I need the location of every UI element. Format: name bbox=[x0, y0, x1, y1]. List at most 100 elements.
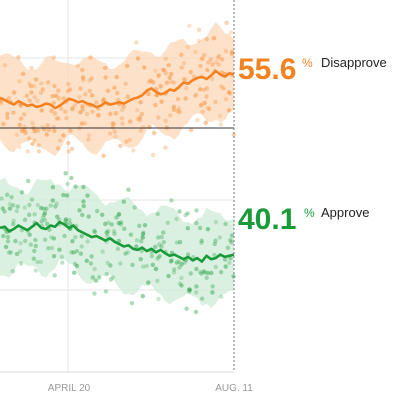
approve-poll-dot bbox=[141, 230, 146, 235]
disapprove-poll-dot bbox=[17, 79, 22, 84]
disapprove-poll-dot bbox=[86, 137, 91, 142]
approve-poll-dot bbox=[177, 281, 183, 286]
approve-poll-dot bbox=[112, 231, 117, 236]
approve-poll-dot bbox=[53, 204, 58, 209]
disapprove-poll-dot bbox=[119, 116, 125, 121]
disapprove-poll-dot bbox=[101, 153, 106, 158]
disapprove-poll-dot bbox=[200, 56, 205, 61]
approve-poll-dot bbox=[223, 221, 228, 227]
approve-poll-dot bbox=[49, 245, 55, 251]
approve-poll-dot bbox=[73, 184, 78, 189]
approve-poll-dot bbox=[155, 256, 160, 261]
approve-poll-dot bbox=[33, 268, 38, 273]
approve-poll-dot bbox=[14, 251, 20, 257]
approve-poll-dot bbox=[11, 221, 16, 227]
disapprove-poll-dot bbox=[159, 99, 164, 104]
approve-poll-dot bbox=[138, 257, 143, 262]
approve-poll-dot bbox=[74, 249, 80, 254]
approve-poll-dot bbox=[63, 217, 69, 222]
disapprove-poll-dot bbox=[56, 116, 61, 121]
approve-poll-dot bbox=[197, 225, 203, 231]
approve-poll-dot bbox=[210, 290, 215, 295]
disapprove-poll-dot bbox=[188, 69, 193, 75]
approve-poll-dot bbox=[179, 262, 184, 267]
disapprove-poll-dot bbox=[224, 20, 229, 25]
disapprove-poll-dot bbox=[160, 67, 166, 72]
disapprove-poll-dot bbox=[125, 94, 130, 99]
disapprove-poll-dot bbox=[199, 103, 204, 108]
disapprove-poll-dot bbox=[198, 87, 203, 92]
disapprove-poll-dot bbox=[103, 75, 108, 80]
approve-poll-dot bbox=[71, 250, 76, 255]
disapprove-poll-dot bbox=[162, 68, 167, 73]
tick-label-april-20: APRIL 20 bbox=[48, 383, 91, 394]
disapprove-poll-dot bbox=[171, 104, 177, 110]
approve-poll-dot bbox=[213, 238, 218, 243]
approve-poll-dot bbox=[17, 249, 23, 254]
disapprove-poll-dot bbox=[46, 127, 52, 132]
disapprove-poll-dot bbox=[142, 65, 147, 70]
approve-poll-dot bbox=[55, 214, 60, 219]
disapprove-poll-dot bbox=[179, 65, 184, 70]
disapprove-poll-dot bbox=[205, 105, 211, 111]
disapprove-poll-dot bbox=[59, 106, 64, 112]
approve-poll-dot bbox=[199, 238, 204, 243]
disapprove-poll-dot bbox=[201, 87, 207, 93]
approve-poll-dot bbox=[9, 195, 14, 200]
approve-poll-dot bbox=[159, 234, 164, 240]
approve-poll-dot bbox=[134, 244, 139, 249]
disapprove-poll-dot bbox=[66, 81, 71, 87]
approve-poll-dot bbox=[59, 254, 65, 259]
approve-poll-dot bbox=[69, 175, 74, 181]
approve-poll-dot bbox=[7, 206, 13, 211]
disapprove-poll-dot bbox=[27, 81, 32, 86]
approve-poll-dot bbox=[146, 280, 151, 285]
disapprove-poll-dot bbox=[135, 107, 140, 113]
disapprove-poll-dot bbox=[64, 115, 69, 121]
approve-poll-dot bbox=[116, 211, 122, 217]
approve-poll-dot bbox=[14, 208, 19, 214]
approve-poll-dot bbox=[161, 240, 166, 245]
approve-poll-dot bbox=[104, 272, 109, 277]
approve-poll-dot bbox=[15, 204, 20, 209]
disapprove-poll-dot bbox=[52, 111, 58, 116]
disapprove-poll-dot bbox=[17, 144, 22, 150]
disapprove-poll-dot bbox=[216, 62, 221, 67]
disapprove-poll-dot bbox=[2, 63, 8, 68]
approve-poll-dot bbox=[3, 244, 9, 250]
disapprove-poll-dot bbox=[54, 93, 59, 99]
disapprove-poll-dot bbox=[202, 52, 207, 58]
disapprove-poll-dot bbox=[193, 93, 198, 99]
disapprove-poll-dot bbox=[112, 85, 117, 90]
approve-percent-sign: % bbox=[304, 206, 315, 220]
approve-poll-dot bbox=[123, 251, 128, 256]
approve-poll-dot bbox=[35, 259, 40, 265]
approve-poll-dot bbox=[121, 199, 127, 204]
approve-poll-dot bbox=[153, 267, 159, 272]
approve-poll-dot bbox=[149, 253, 155, 259]
approve-poll-dot bbox=[52, 273, 57, 278]
approve-poll-dot bbox=[85, 193, 90, 198]
approve-poll-dot bbox=[115, 246, 121, 251]
disapprove-poll-dot bbox=[193, 49, 198, 55]
disapprove-poll-dot bbox=[69, 146, 75, 152]
disapprove-poll-dot bbox=[229, 49, 235, 55]
approve-poll-dot bbox=[114, 215, 119, 220]
approve-poll-dot bbox=[85, 239, 90, 244]
approve-poll-dot bbox=[28, 242, 33, 247]
approve-poll-dot bbox=[57, 247, 62, 252]
disapprove-poll-dot bbox=[112, 129, 118, 134]
approve-poll-dot bbox=[41, 212, 47, 218]
approve-poll-dot bbox=[44, 206, 49, 211]
disapprove-poll-dot bbox=[101, 97, 107, 102]
disapprove-poll-dot bbox=[156, 73, 161, 78]
approve-poll-dot bbox=[81, 184, 86, 190]
disapprove-poll-dot bbox=[137, 115, 143, 120]
disapprove-poll-dot bbox=[195, 117, 200, 123]
approve-poll-dot bbox=[72, 261, 78, 267]
approve-poll-dot bbox=[23, 238, 28, 244]
approve-poll-dot bbox=[100, 249, 105, 254]
disapprove-poll-dot bbox=[77, 95, 82, 100]
disapprove-poll-dot bbox=[78, 86, 83, 91]
disapprove-poll-dot bbox=[198, 63, 203, 69]
